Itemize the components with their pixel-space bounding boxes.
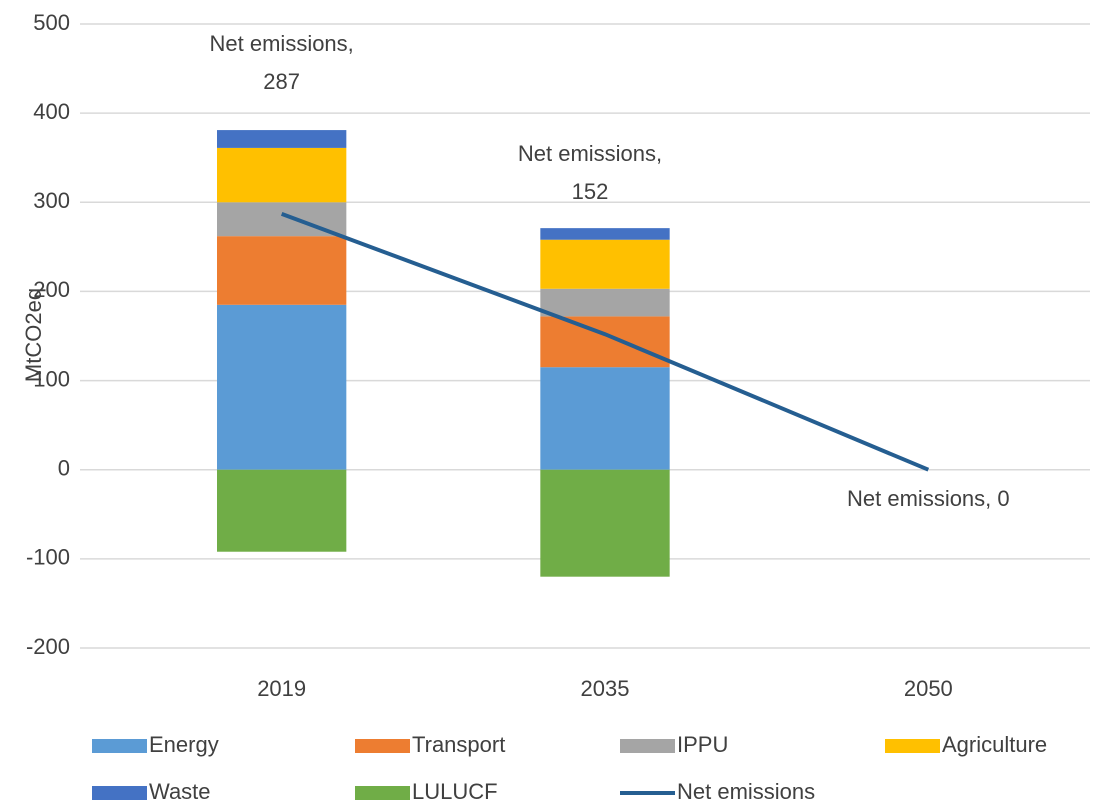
bar-segment xyxy=(217,304,347,470)
bar-segment xyxy=(540,367,670,470)
legend-swatch xyxy=(355,786,410,800)
bar-segment xyxy=(540,239,670,289)
y-tick-label: 500 xyxy=(33,10,70,35)
legend-swatch xyxy=(92,786,147,800)
legend-label: Waste xyxy=(149,779,211,804)
bar-segment xyxy=(540,228,670,240)
net-emissions-line xyxy=(280,211,930,472)
y-tick-label: -100 xyxy=(26,545,70,570)
legend-label: Agriculture xyxy=(942,732,1047,757)
x-tick-label: 2019 xyxy=(257,676,306,701)
y-axis-title: MtCO2eq xyxy=(21,288,46,382)
legend-label: Net emissions xyxy=(677,779,815,804)
y-tick-label: 200 xyxy=(33,277,70,302)
y-tick-label: 100 xyxy=(33,366,70,391)
y-tick-label: -200 xyxy=(26,634,70,659)
legend-label: Transport xyxy=(412,732,505,757)
data-label: Net emissions, 0 xyxy=(847,485,1010,511)
legend-label: IPPU xyxy=(677,732,728,757)
legend-swatch xyxy=(92,739,147,753)
bar-segment xyxy=(540,316,670,368)
bar-segment xyxy=(217,236,347,305)
bar-segment xyxy=(217,130,347,148)
legend-swatch xyxy=(885,739,940,753)
legend-swatch xyxy=(355,739,410,753)
bar-segment xyxy=(540,288,670,317)
legend-label: LULUCF xyxy=(412,779,498,804)
bar-segment xyxy=(540,469,670,577)
y-tick-label: 300 xyxy=(33,188,70,213)
bar-segment xyxy=(217,469,347,552)
data-label: Net emissions, 287 xyxy=(209,31,354,95)
y-tick-label: 400 xyxy=(33,99,70,124)
legend-label: Energy xyxy=(149,732,219,757)
x-tick-label: 2035 xyxy=(581,676,630,701)
bar-segment xyxy=(217,147,347,203)
y-tick-label: 0 xyxy=(58,456,70,481)
data-label: Net emissions, 152 xyxy=(517,141,663,205)
x-tick-label: 2050 xyxy=(904,676,953,701)
legend-swatch xyxy=(620,739,675,753)
